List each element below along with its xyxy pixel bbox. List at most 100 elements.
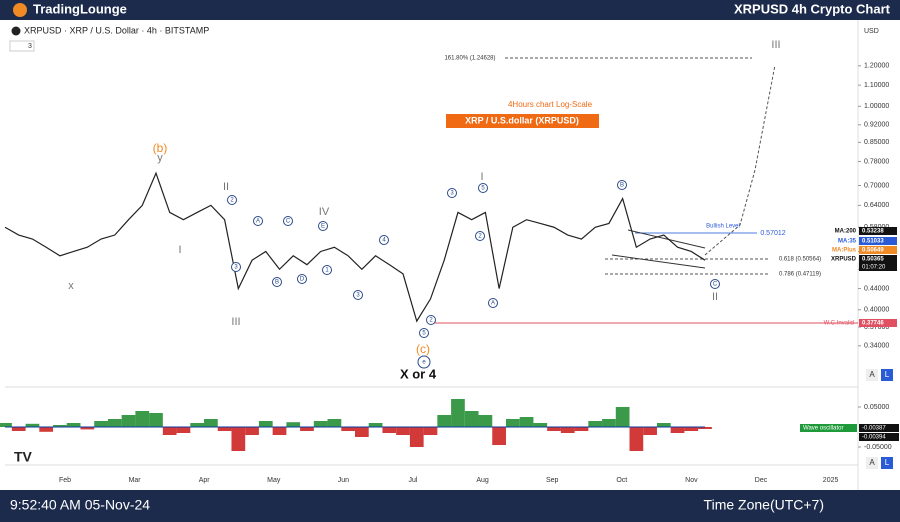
x-tick-label: Dec — [755, 477, 768, 484]
wave-circle — [475, 231, 485, 241]
fib-label: 0.786 (0.47119) — [779, 272, 821, 278]
scale-button[interactable] — [866, 457, 878, 469]
wave-number: A — [491, 301, 495, 307]
x-tick-label: Sep — [546, 477, 559, 484]
badge-name: MA:Plus — [832, 248, 857, 254]
osc-bar — [135, 411, 150, 427]
brand: TradingLounge — [33, 1, 127, 16]
wave-number: 3 — [234, 265, 238, 271]
wave-circle — [322, 265, 332, 275]
osc-bar — [492, 427, 506, 445]
y-tick-label: -0.05000 — [864, 444, 892, 451]
osc-name: Wave oscillator — [803, 426, 843, 432]
wave-circle — [478, 183, 488, 193]
x-tick-label: Apr — [199, 477, 211, 484]
x-tick-label: Jul — [409, 477, 418, 484]
osc-bar — [451, 399, 465, 427]
y-tick-label: 0.92000 — [864, 122, 889, 129]
chart-label: XRP / U.S.dollar (XRPUSD) — [465, 115, 579, 125]
wave-circle — [426, 315, 436, 325]
osc-bar — [519, 417, 534, 427]
y-tick-label: 0.44000 — [864, 285, 889, 292]
osc-bar — [300, 427, 314, 431]
badge-box — [859, 237, 897, 245]
scale-button[interactable] — [881, 369, 893, 381]
wave-circle — [253, 216, 263, 226]
wave-label: x — [68, 280, 74, 292]
osc-bar — [560, 427, 575, 433]
wave-number: 2 — [429, 318, 433, 324]
badge-value: 0.53238 — [862, 229, 884, 235]
count: 3 — [28, 43, 32, 50]
scale-button[interactable] — [866, 369, 878, 381]
wave-circle — [379, 235, 389, 245]
osc-bar — [53, 425, 67, 427]
wave-circle — [417, 355, 431, 369]
osc-bar — [313, 421, 328, 427]
wave-circle — [318, 221, 328, 231]
wave-label: II — [712, 291, 718, 303]
fib-label: 161.80% (1.24628) — [444, 56, 495, 62]
osc-bar — [670, 427, 685, 433]
osc-bar — [656, 423, 671, 427]
x-tick-label: Nov — [685, 477, 698, 484]
wave-number: 3 — [356, 293, 360, 299]
badge-name: W.C.Invalid — [824, 321, 854, 327]
wave-circle — [617, 180, 627, 190]
osc-bar — [107, 419, 122, 427]
wave-circle — [710, 279, 720, 289]
wave-number: D — [300, 277, 305, 283]
x-tick-label: Aug — [476, 477, 489, 484]
price-line — [4, 171, 706, 323]
wave-label: (b) — [153, 141, 168, 155]
currency: USD — [864, 28, 879, 35]
wave-circle — [272, 277, 282, 287]
countdown: 01:07:20 — [862, 265, 886, 271]
osc-bar — [80, 427, 95, 430]
x-tick-label: May — [267, 477, 281, 484]
wave-number: 2 — [230, 198, 234, 204]
tv-logo: TV — [14, 449, 33, 465]
osc-bar — [231, 427, 246, 451]
y-tick-label: 0.34000 — [864, 343, 889, 350]
wave-label: I — [178, 244, 181, 256]
wave-label: III — [231, 316, 240, 328]
osc-bar — [121, 415, 136, 427]
wave-circle — [419, 328, 429, 338]
y-tick-label: 1.20000 — [864, 63, 889, 70]
y-tick-label: 1.10000 — [864, 82, 889, 89]
scale-button[interactable] — [881, 457, 893, 469]
osc-bar — [396, 427, 410, 435]
osc-bar — [533, 423, 548, 427]
osc-bar — [25, 423, 40, 427]
osc-bar — [190, 423, 205, 427]
wave-number: A — [256, 219, 260, 225]
projection — [704, 64, 776, 256]
badge-name-box — [828, 255, 858, 263]
footer-time: 9:52:40 AM 05-Nov-24 — [10, 497, 150, 513]
badge-box — [859, 246, 897, 254]
wedge — [611, 254, 706, 269]
osc-bar — [66, 423, 81, 427]
osc-badge — [800, 424, 857, 432]
osc-bar — [505, 419, 520, 427]
badge-box — [859, 227, 897, 235]
y-tick-label: 0.78000 — [864, 158, 889, 165]
osc-bar — [162, 427, 177, 435]
badge-name: MA:35 — [838, 239, 857, 245]
osc-value: -0.00387 — [862, 426, 886, 432]
osc-bar — [643, 427, 657, 435]
osc-bar — [149, 413, 163, 427]
osc-bar — [11, 427, 26, 431]
x-tick-label: 2025 — [823, 477, 839, 484]
y-tick-label: 0.05000 — [864, 404, 889, 411]
osc-value-box — [859, 424, 899, 432]
wave-label: X or 4 — [400, 366, 437, 381]
osc-bar — [547, 427, 561, 431]
bullish-label: Bullish Level — [706, 224, 740, 230]
scale-button-label: A — [869, 458, 875, 467]
wave-circle — [227, 195, 237, 205]
wave-circle — [447, 188, 457, 198]
wave-number: B — [620, 183, 624, 189]
